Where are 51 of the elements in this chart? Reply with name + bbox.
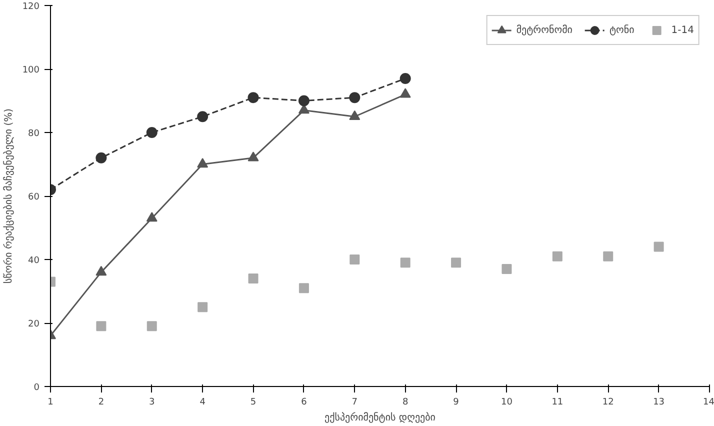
point <box>603 251 614 262</box>
y-axis-title: სწორი რეაქციების მაჩვენებელი (%) <box>2 108 14 284</box>
point <box>146 321 157 332</box>
point <box>248 92 259 104</box>
y-tick-label: 100 <box>22 66 40 76</box>
point <box>400 88 411 98</box>
x-tick-label: 3 <box>149 398 155 408</box>
x-tick-label: 2 <box>98 398 104 408</box>
legend-label: მეტრონომი <box>516 24 572 36</box>
legend-label: ტონი <box>609 24 634 36</box>
point <box>198 302 208 312</box>
x-tick-label: 6 <box>301 398 308 408</box>
y-tick-label: 0 <box>34 383 40 393</box>
x-tick-label: 13 <box>653 398 665 408</box>
x-tick-label: 4 <box>200 398 206 408</box>
y-tick-label: 80 <box>28 129 40 139</box>
y-tick-label: 120 <box>22 2 40 12</box>
point <box>502 264 512 274</box>
point <box>349 110 360 120</box>
point <box>654 242 664 252</box>
point <box>400 73 411 84</box>
point <box>96 266 107 276</box>
x-tick-label: 10 <box>501 398 513 408</box>
point <box>248 152 259 162</box>
point <box>248 274 258 284</box>
x-tick-label: 1 <box>48 398 54 408</box>
point <box>349 92 360 104</box>
point <box>552 251 562 262</box>
y-tick-label: 60 <box>28 192 40 202</box>
x-tick-label: 9 <box>453 398 460 408</box>
point <box>96 152 107 164</box>
x-tick-label: 12 <box>602 398 614 408</box>
y-tick-label: 20 <box>28 320 40 330</box>
x-tick-label: 5 <box>250 398 256 408</box>
point <box>400 258 410 268</box>
point <box>197 111 208 122</box>
x-axis-title: ექსპერიმენტის დღეები <box>324 412 436 424</box>
point <box>146 127 158 138</box>
y-tick-label: 40 <box>28 256 40 266</box>
x-tick-label: 14 <box>703 398 714 408</box>
point <box>298 283 309 294</box>
x-tick-label: 11 <box>552 398 564 408</box>
point <box>146 212 158 222</box>
point <box>451 258 462 268</box>
x-tick-label: 7 <box>352 398 358 408</box>
x-tick-label: 8 <box>402 398 408 408</box>
point <box>298 95 310 106</box>
point <box>197 158 208 168</box>
point <box>96 321 106 332</box>
legend-label: 1-14 <box>671 24 694 36</box>
point <box>350 254 360 264</box>
